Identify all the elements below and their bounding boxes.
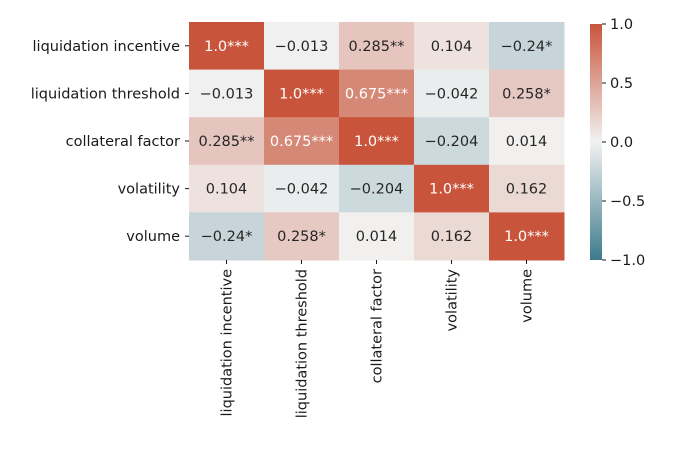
heatmap-cell <box>264 212 340 261</box>
cell-annotation: −0.24* <box>501 39 553 55</box>
x-tick-label: collateral factor <box>370 269 386 383</box>
y-tick-labels: liquidation incentive liquidation thresho… <box>31 39 189 245</box>
heatmap-cell <box>264 69 340 118</box>
heatmap-cell <box>489 212 565 261</box>
cell-annotation: −0.204 <box>425 134 479 150</box>
colorbar-tick-label: −1.0 <box>610 253 645 269</box>
cell-annotation: −0.042 <box>275 182 329 198</box>
heatmap-cell <box>489 22 565 71</box>
x-tick-label: volume <box>520 269 536 323</box>
cell-annotation: −0.24* <box>201 229 253 245</box>
y-tick-label: liquidation incentive <box>33 39 181 55</box>
heatmap-cell <box>339 212 415 261</box>
y-tick-label: collateral factor <box>66 134 180 150</box>
heatmap-cell <box>264 164 340 213</box>
heatmap-cell <box>414 212 490 261</box>
heatmap-cell <box>489 164 565 213</box>
heatmap-cell <box>189 117 265 166</box>
y-tick-label: liquidation threshold <box>31 86 180 102</box>
heatmap-cell <box>189 22 265 71</box>
colorbar-gradient <box>590 24 602 260</box>
heatmap-cells: 1.0*** −0.013 0.285** 0.104 −0.24* −0.013 1.0*… <box>189 22 565 261</box>
colorbar-tick-label: 1.0 <box>610 17 633 33</box>
heatmap-cell <box>414 69 490 118</box>
cell-annotation: −0.013 <box>200 86 254 102</box>
colorbar-tick-label: 0.0 <box>610 135 633 151</box>
colorbar-tick-label: −0.5 <box>610 194 645 210</box>
colorbar-tick-label: 0.5 <box>610 76 633 92</box>
cell-annotation: 1.0*** <box>429 182 474 198</box>
heatmap-cell <box>414 22 490 71</box>
cell-annotation: −0.042 <box>425 86 479 102</box>
heatmap-cell <box>414 117 490 166</box>
cell-annotation: 0.675*** <box>345 86 408 102</box>
heatmap-cell <box>339 22 415 71</box>
cell-annotation: 1.0*** <box>354 134 399 150</box>
x-tick-label: liquidation incentive <box>220 269 236 417</box>
heatmap-cell <box>189 69 265 118</box>
heatmap-cell <box>489 117 565 166</box>
cell-annotation: 0.258* <box>277 229 326 245</box>
x-tick-labels: liquidation incentive liquidation thresho… <box>220 260 536 418</box>
x-tick-label: liquidation threshold <box>295 269 311 418</box>
colorbar: 1.0 0.5 0.0 −0.5 −1.0 <box>590 17 645 269</box>
cell-annotation: 0.162 <box>506 182 548 198</box>
heatmap-cell <box>264 22 340 71</box>
cell-annotation: 0.104 <box>431 39 473 55</box>
cell-annotation: 0.162 <box>431 229 473 245</box>
cell-annotation: 0.104 <box>206 182 248 198</box>
heatmap-cell <box>339 164 415 213</box>
cell-annotation: 0.675*** <box>270 134 333 150</box>
cell-annotation: 0.258* <box>502 86 551 102</box>
cell-annotation: 0.014 <box>356 229 398 245</box>
cell-annotation: 1.0*** <box>504 229 549 245</box>
y-tick-label: volatility <box>118 182 181 198</box>
heatmap-cell <box>489 69 565 118</box>
heatmap-cell <box>189 164 265 213</box>
heatmap-cell <box>339 69 415 118</box>
heatmap-cell <box>264 117 340 166</box>
cell-annotation: 0.285** <box>348 39 404 55</box>
cell-annotation: −0.204 <box>350 182 404 198</box>
cell-annotation: 1.0*** <box>204 39 249 55</box>
heatmap-cell <box>189 212 265 261</box>
heatmap-cell <box>339 117 415 166</box>
y-tick-label: volume <box>126 229 180 245</box>
cell-annotation: 0.014 <box>506 134 548 150</box>
heatmap-cell <box>414 164 490 213</box>
cell-annotation: 1.0*** <box>279 86 324 102</box>
cell-annotation: 0.285** <box>198 134 254 150</box>
cell-annotation: −0.013 <box>275 39 329 55</box>
x-tick-label: volatility <box>445 269 461 332</box>
